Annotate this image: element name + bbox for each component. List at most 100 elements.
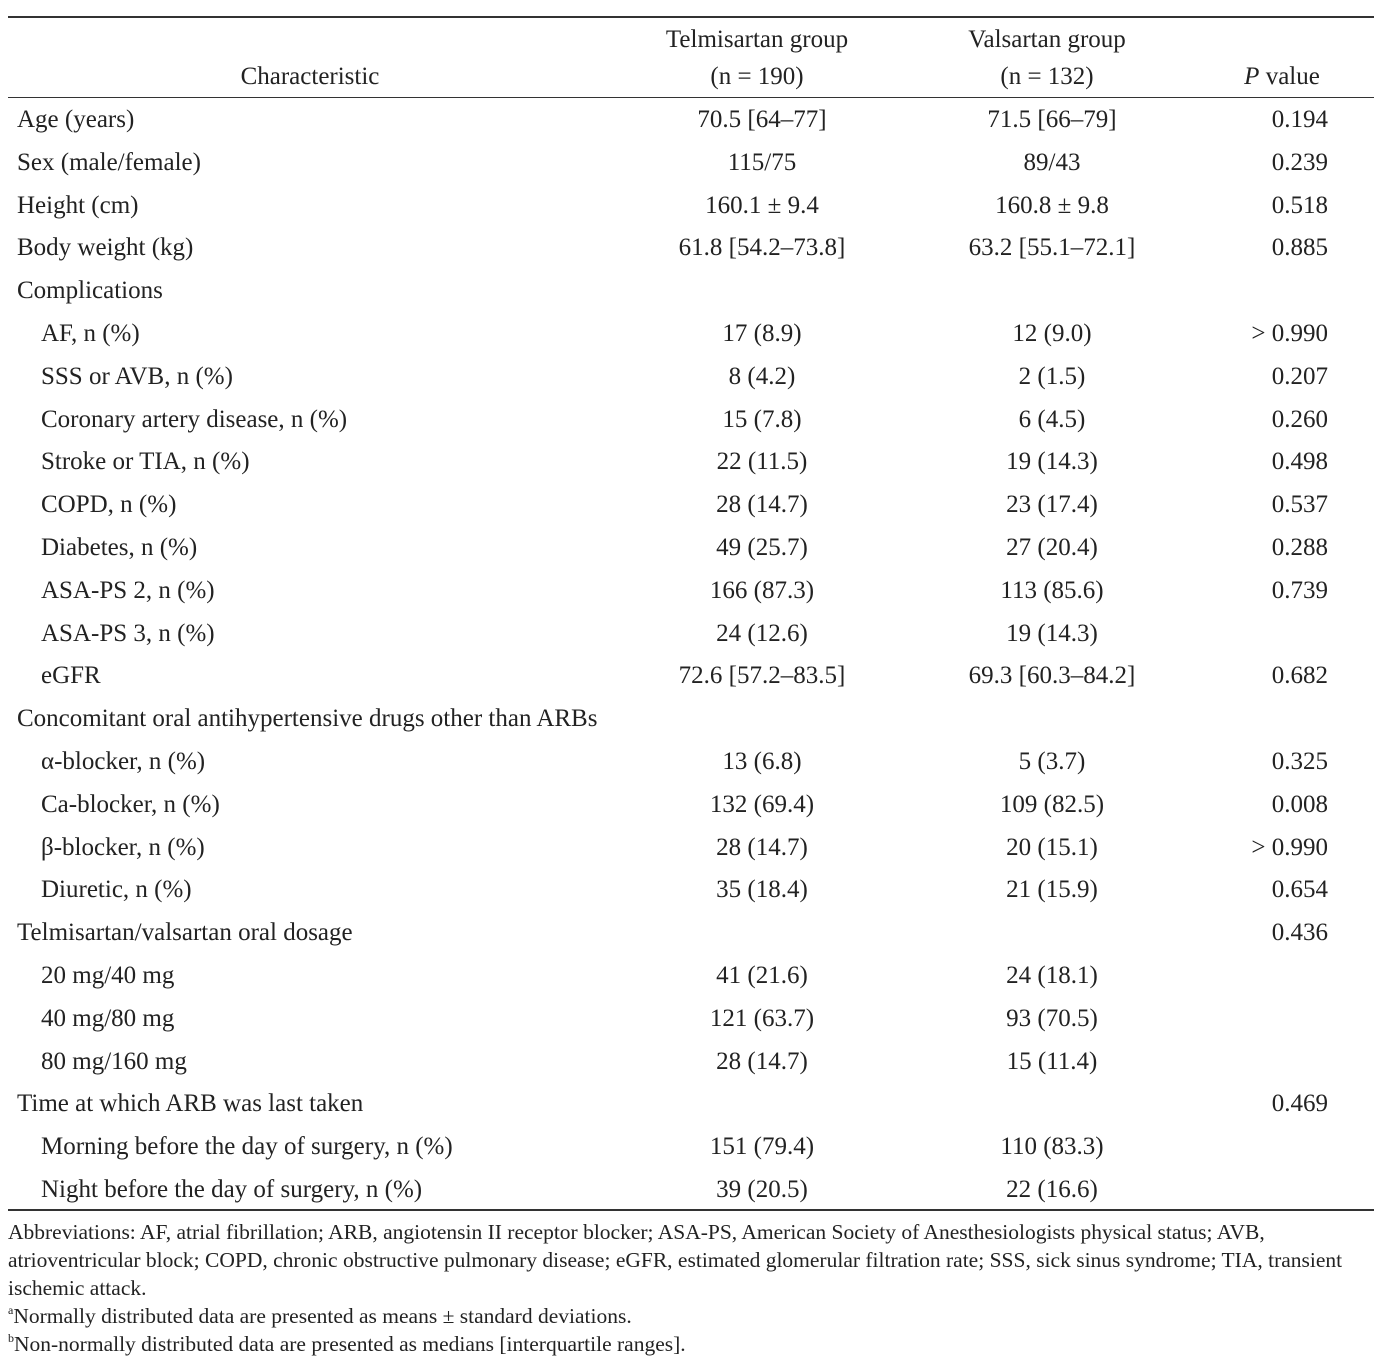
- row-telmisartan-value: 39 (20.5): [716, 1175, 808, 1203]
- table-row: Ca-blocker, n (%) 132 (69.4) 109 (82.5) 0.0…: [0, 784, 1380, 827]
- row-telmisartan-value: 49 (25.7): [716, 533, 808, 561]
- row-valsartan-value: 22 (16.6): [1006, 1175, 1098, 1203]
- row-p-value: 0.654: [1271, 876, 1328, 904]
- row-telmisartan-value: 22 (11.5): [716, 448, 808, 476]
- row-telmisartan-value: 166 (87.3): [709, 576, 815, 604]
- row-telmisartan-value: 70.5 [64–77]: [697, 106, 827, 133]
- row-valsartan-value: 6 (4.5): [1018, 405, 1086, 433]
- table-row: α-blocker, n (%) 13 (6.8) 5 (3.7) 0.325: [0, 741, 1380, 784]
- row-valsartan-value: 69.3 [60.3–84.2]: [968, 662, 1136, 690]
- table-bottom-rule: [8, 1209, 1374, 1211]
- row-label: 40 mg/80 mg: [41, 1004, 175, 1032]
- table-row: β-blocker, n (%) 28 (14.7) 20 (15.1) > 0.99…: [0, 827, 1380, 870]
- row-p-value: 0.260: [1271, 405, 1328, 433]
- row-p-value: 0.885: [1271, 234, 1328, 262]
- row-telmisartan-value: 151 (79.4): [709, 1133, 815, 1161]
- row-label: COPD, n (%): [41, 491, 177, 519]
- row-label: β-blocker, n (%): [41, 833, 205, 861]
- row-label: ASA-PS 3, n (%): [41, 619, 215, 647]
- row-p-value: 0.008: [1271, 790, 1328, 818]
- row-p-value: > 0.990: [1251, 319, 1328, 347]
- row-telmisartan-value: 28 (14.7): [716, 491, 808, 519]
- row-valsartan-value: 109 (82.5): [999, 790, 1105, 818]
- table-row: eGFR 72.6 [57.2–83.5] 69.3 [60.3–84.2] 0.68…: [0, 655, 1380, 698]
- table-row: ASA-PS 3, n (%) 24 (12.6) 19 (14.3): [0, 613, 1380, 656]
- table-row: 40 mg/80 mg 121 (63.7) 93 (70.5): [0, 998, 1380, 1041]
- row-p-value: 0.682: [1271, 662, 1328, 690]
- table-section-row: Complications: [0, 270, 1380, 313]
- table-row: Sex (male/female) 115/75 89/43 0.239: [0, 142, 1380, 185]
- row-label: Diuretic, n (%): [41, 876, 192, 904]
- header-characteristic: Characteristic: [240, 63, 380, 90]
- header-telmisartan-n: (n = 190): [710, 63, 804, 90]
- row-p-value: 0.436: [1271, 919, 1328, 947]
- table-row: Age (years) 70.5 [64–77] 71.5 [66–79] 0.194: [0, 99, 1380, 142]
- row-valsartan-value: 113 (85.6): [1000, 576, 1104, 604]
- row-telmisartan-value: 13 (6.8): [722, 747, 802, 775]
- row-p-value: 0.239: [1271, 148, 1328, 176]
- row-valsartan-value: 15 (11.4): [1006, 1047, 1098, 1075]
- table-section-row: Concomitant oral antihypertensive drugs …: [0, 698, 1380, 741]
- header-p-italic: P: [1244, 63, 1260, 90]
- header-valsartan-group: Valsartan group: [968, 26, 1126, 53]
- table-row: Stroke or TIA, n (%) 22 (11.5) 19 (14.3) 0.…: [0, 441, 1380, 484]
- row-valsartan-value: 2 (1.5): [1018, 362, 1086, 390]
- table-row: 20 mg/40 mg 41 (21.6) 24 (18.1): [0, 955, 1380, 998]
- row-p-value: > 0.990: [1251, 833, 1328, 861]
- row-label: ASA-PS 2, n (%): [41, 576, 215, 604]
- abbreviations-note: Abbreviations: AF, atrial fibrillation; …: [8, 1220, 1343, 1300]
- table-section-row: Time at which ARB was last taken 0.469: [0, 1083, 1380, 1126]
- table-section-row: Telmisartan/valsartan oral dosage 0.436: [0, 912, 1380, 955]
- row-label: Ca-blocker, n (%): [41, 790, 220, 818]
- row-telmisartan-value: 35 (18.4): [716, 876, 808, 904]
- row-valsartan-value: 19 (14.3): [1006, 619, 1098, 647]
- footnote-a: aNormally distributed data are presented…: [8, 1302, 1374, 1330]
- row-valsartan-value: 5 (3.7): [1018, 747, 1086, 775]
- table-row: Body weight (kg) 61.8 [54.2–73.8] 63.2 [55…: [0, 227, 1380, 270]
- row-valsartan-value: 19 (14.3): [1006, 448, 1098, 476]
- table-row: ASA-PS 2, n (%) 166 (87.3) 113 (85.6) 0.739: [0, 570, 1380, 613]
- table-row: 80 mg/160 mg 28 (14.7) 15 (11.4): [0, 1041, 1380, 1084]
- row-label: Body weight (kg): [17, 234, 194, 262]
- row-p-value: 0.739: [1271, 576, 1328, 604]
- row-label: α-blocker, n (%): [41, 747, 206, 775]
- row-telmisartan-value: 24 (12.6): [716, 619, 808, 647]
- table-row: COPD, n (%) 28 (14.7) 23 (17.4) 0.537: [0, 484, 1380, 527]
- table-row: SSS or AVB, n (%) 8 (4.2) 2 (1.5) 0.207: [0, 356, 1380, 399]
- row-telmisartan-value: 115/75: [727, 148, 797, 176]
- row-valsartan-value: 63.2 [55.1–72.1]: [968, 234, 1136, 262]
- row-label: Age (years): [17, 106, 135, 133]
- footnote-a-text: Normally distributed data are presented …: [13, 1304, 632, 1328]
- row-valsartan-value: 21 (15.9): [1006, 876, 1098, 904]
- row-valsartan-value: 24 (18.1): [1006, 961, 1098, 989]
- row-label: Night before the day of surgery, n (%): [41, 1175, 423, 1203]
- row-telmisartan-value: 41 (21.6): [716, 961, 808, 989]
- footnote-b-text: Non-normally distributed data are presen…: [14, 1332, 686, 1356]
- section-label: Time at which ARB was last taken: [17, 1090, 364, 1118]
- row-p-value: 0.537: [1271, 491, 1328, 519]
- row-telmisartan-value: 160.1 ± 9.4: [705, 191, 819, 219]
- row-telmisartan-value: 61.8 [54.2–73.8]: [678, 234, 846, 262]
- header-valsartan-n: (n = 132): [1000, 63, 1094, 90]
- row-telmisartan-value: 8 (4.2): [728, 362, 796, 390]
- row-label: 80 mg/160 mg: [41, 1047, 187, 1075]
- row-valsartan-value: 110 (83.3): [1000, 1133, 1104, 1161]
- row-telmisartan-value: 72.6 [57.2–83.5]: [678, 662, 846, 690]
- row-valsartan-value: 12 (9.0): [1012, 319, 1092, 347]
- table-top-rule: [8, 16, 1374, 18]
- row-label: Stroke or TIA, n (%): [41, 448, 250, 476]
- row-p-value: 0.194: [1271, 106, 1328, 133]
- row-p-value: 0.469: [1271, 1090, 1328, 1118]
- table-row: Height (cm) 160.1 ± 9.4 160.8 ± 9.8 0.518: [0, 185, 1380, 228]
- row-telmisartan-value: 15 (7.8): [722, 405, 802, 433]
- table-row: Night before the day of surgery, n (%) 39…: [0, 1169, 1380, 1212]
- row-label: SSS or AVB, n (%): [41, 362, 233, 390]
- row-valsartan-value: 27 (20.4): [1006, 533, 1098, 561]
- table-header-rule: [8, 97, 1374, 98]
- row-label: Height (cm): [17, 191, 139, 219]
- row-telmisartan-value: 121 (63.7): [709, 1004, 815, 1032]
- footnote-a-mark: a: [8, 1303, 14, 1317]
- row-telmisartan-value: 28 (14.7): [716, 833, 808, 861]
- row-valsartan-value: 89/43: [1023, 148, 1081, 176]
